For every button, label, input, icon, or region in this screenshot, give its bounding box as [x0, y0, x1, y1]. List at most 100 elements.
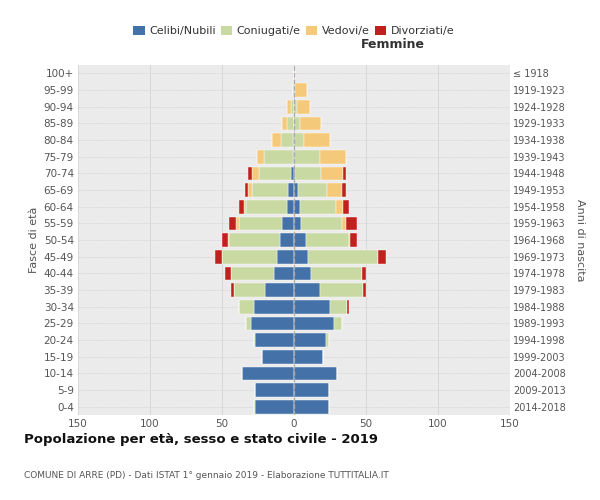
Bar [262, 350, 294, 364]
Bar [248, 166, 252, 180]
Bar [294, 166, 295, 180]
Bar [294, 350, 323, 364]
Y-axis label: Anni di nascita: Anni di nascita [575, 198, 585, 281]
Bar [294, 133, 304, 147]
Bar [287, 200, 294, 213]
Bar [320, 150, 346, 164]
Bar [274, 266, 294, 280]
Bar [294, 283, 320, 297]
Bar [229, 233, 280, 247]
Bar [291, 166, 294, 180]
Bar [254, 333, 255, 347]
Bar [349, 233, 350, 247]
Bar [294, 116, 300, 130]
Bar [222, 233, 228, 247]
Bar [322, 166, 343, 180]
Bar [308, 250, 377, 264]
Bar [341, 216, 346, 230]
Bar [294, 400, 329, 413]
Bar [311, 266, 362, 280]
Bar [363, 283, 366, 297]
Bar [222, 250, 277, 264]
Text: Popolazione per età, sesso e stato civile - 2019: Popolazione per età, sesso e stato civil… [24, 432, 378, 446]
Bar [255, 400, 294, 413]
Bar [294, 300, 330, 314]
Bar [343, 200, 349, 213]
Bar [283, 116, 287, 130]
Bar [288, 183, 294, 197]
Bar [242, 366, 294, 380]
Bar [277, 250, 294, 264]
Bar [254, 400, 255, 413]
Bar [245, 183, 248, 197]
Bar [233, 283, 265, 297]
Y-axis label: Fasce di età: Fasce di età [29, 207, 40, 273]
Text: COMUNE DI ARRE (PD) - Dati ISTAT 1° gennaio 2019 - Elaborazione TUTTITALIA.IT: COMUNE DI ARRE (PD) - Dati ISTAT 1° genn… [24, 470, 389, 480]
Bar [330, 300, 347, 314]
Legend: Celibi/Nubili, Coniugati/e, Vedovi/e, Divorziati/e: Celibi/Nubili, Coniugati/e, Vedovi/e, Di… [129, 22, 459, 41]
Bar [294, 266, 311, 280]
Bar [287, 100, 291, 114]
Bar [255, 383, 294, 397]
Bar [294, 216, 301, 230]
Bar [236, 216, 239, 230]
Bar [294, 200, 300, 213]
Bar [244, 200, 247, 213]
Bar [298, 183, 327, 197]
Bar [257, 150, 264, 164]
Bar [252, 166, 259, 180]
Bar [255, 333, 294, 347]
Bar [294, 316, 334, 330]
Bar [291, 100, 294, 114]
Bar [305, 233, 349, 247]
Bar [251, 316, 294, 330]
Bar [293, 83, 294, 97]
Bar [252, 183, 288, 197]
Bar [239, 200, 244, 213]
Bar [294, 150, 320, 164]
Bar [350, 233, 358, 247]
Bar [346, 216, 358, 230]
Bar [239, 216, 283, 230]
Bar [294, 250, 308, 264]
Bar [362, 266, 366, 280]
Bar [336, 200, 343, 213]
Bar [297, 100, 310, 114]
Bar [300, 116, 322, 130]
Bar [259, 166, 291, 180]
Bar [320, 283, 363, 297]
Bar [225, 266, 230, 280]
Bar [293, 133, 294, 147]
Bar [229, 216, 236, 230]
Bar [247, 200, 287, 213]
Text: Femmine: Femmine [361, 38, 425, 51]
Bar [230, 266, 274, 280]
Bar [295, 166, 322, 180]
Bar [304, 133, 330, 147]
Bar [254, 300, 294, 314]
Bar [230, 283, 233, 297]
Bar [295, 83, 307, 97]
Bar [294, 383, 329, 397]
Bar [265, 283, 294, 297]
Bar [294, 233, 305, 247]
Bar [294, 333, 326, 347]
Bar [294, 66, 295, 80]
Bar [283, 216, 294, 230]
Bar [264, 150, 293, 164]
Bar [294, 183, 298, 197]
Bar [301, 216, 341, 230]
Bar [294, 366, 337, 380]
Bar [248, 183, 252, 197]
Bar [280, 233, 294, 247]
Bar [347, 300, 349, 314]
Bar [247, 316, 251, 330]
Bar [294, 100, 297, 114]
Bar [239, 300, 254, 314]
Bar [341, 183, 346, 197]
Bar [281, 133, 293, 147]
Bar [300, 200, 336, 213]
Bar [228, 233, 229, 247]
Bar [287, 116, 294, 130]
Bar [294, 83, 295, 97]
